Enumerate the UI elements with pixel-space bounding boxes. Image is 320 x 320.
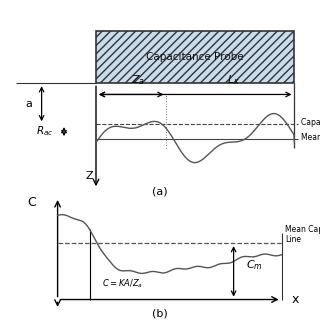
Text: (b): (b) — [152, 309, 168, 319]
Text: Mean Capacitance
Line: Mean Capacitance Line — [285, 225, 320, 244]
Text: $Z_a$: $Z_a$ — [131, 73, 145, 87]
FancyBboxPatch shape — [96, 31, 294, 83]
Text: Capacitance Line: Capacitance Line — [301, 118, 320, 127]
Text: C: C — [28, 196, 36, 209]
Text: x: x — [291, 293, 299, 306]
Text: (a): (a) — [152, 187, 168, 196]
Text: Z: Z — [86, 171, 93, 181]
Text: $C_m$: $C_m$ — [246, 258, 263, 272]
Text: $L_x$: $L_x$ — [227, 73, 240, 87]
Text: $R_{ac}$: $R_{ac}$ — [36, 125, 53, 139]
Text: Mean Line: Mean Line — [301, 133, 320, 142]
Text: Capacitance Probe: Capacitance Probe — [146, 52, 244, 62]
Text: $C = KA/Z_a$: $C = KA/Z_a$ — [102, 278, 144, 291]
Text: a: a — [25, 99, 32, 109]
